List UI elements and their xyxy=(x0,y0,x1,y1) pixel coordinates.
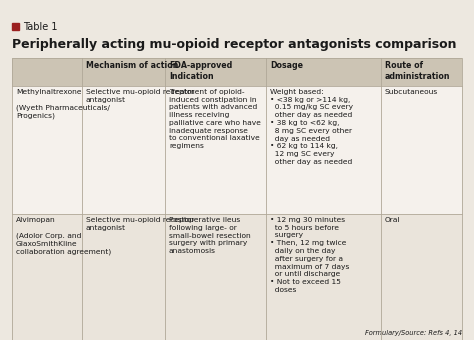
Text: Selective mu-opioid receptor
antagonist: Selective mu-opioid receptor antagonist xyxy=(86,217,194,231)
Text: Dosage: Dosage xyxy=(270,61,303,70)
Text: Treatment of opioid-
induced constipation in
patients with advanced
illness rece: Treatment of opioid- induced constipatio… xyxy=(169,89,261,149)
Text: Methylnaltrexone

(Wyeth Pharmaceuticals/
Progenics): Methylnaltrexone (Wyeth Pharmaceuticals/… xyxy=(16,89,110,119)
Bar xyxy=(12,23,19,30)
Text: Route of
administration: Route of administration xyxy=(385,61,450,81)
Bar xyxy=(12,86,462,214)
Bar xyxy=(12,58,462,86)
Text: Weight based:
• <38 kg or >114 kg,
  0.15 mg/kg SC every
  other day as needed
•: Weight based: • <38 kg or >114 kg, 0.15 … xyxy=(270,89,354,165)
Text: Table 1: Table 1 xyxy=(23,21,57,32)
Text: Postoperative ileus
following large- or
small-bowel resection
surgery with prima: Postoperative ileus following large- or … xyxy=(169,217,251,254)
Text: FDA-approved
Indication: FDA-approved Indication xyxy=(169,61,232,81)
Bar xyxy=(12,214,462,340)
Text: Formulary/Source: Refs 4, 14: Formulary/Source: Refs 4, 14 xyxy=(365,330,462,336)
Bar xyxy=(12,58,462,340)
Text: Alvimopan

(Adolor Corp. and
GlaxoSmithKline
collaboration agreement): Alvimopan (Adolor Corp. and GlaxoSmithKl… xyxy=(16,217,111,255)
Text: Mechanism of action: Mechanism of action xyxy=(86,61,178,70)
Text: Selective mu-opioid receptor
antagonist: Selective mu-opioid receptor antagonist xyxy=(86,89,194,103)
Text: • 12 mg 30 minutes
  to 5 hours before
  surgery
• Then, 12 mg twice
  daily on : • 12 mg 30 minutes to 5 hours before sur… xyxy=(270,217,350,293)
Text: Subcutaneous: Subcutaneous xyxy=(385,89,438,95)
Text: Oral: Oral xyxy=(385,217,401,223)
Text: Peripherally acting mu-opioid receptor antagonists comparison: Peripherally acting mu-opioid receptor a… xyxy=(12,38,456,51)
